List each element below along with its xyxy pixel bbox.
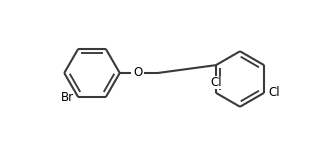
Text: O: O	[133, 66, 142, 79]
Text: Cl: Cl	[210, 76, 222, 89]
Text: Br: Br	[61, 91, 74, 104]
Text: Cl: Cl	[268, 86, 280, 99]
